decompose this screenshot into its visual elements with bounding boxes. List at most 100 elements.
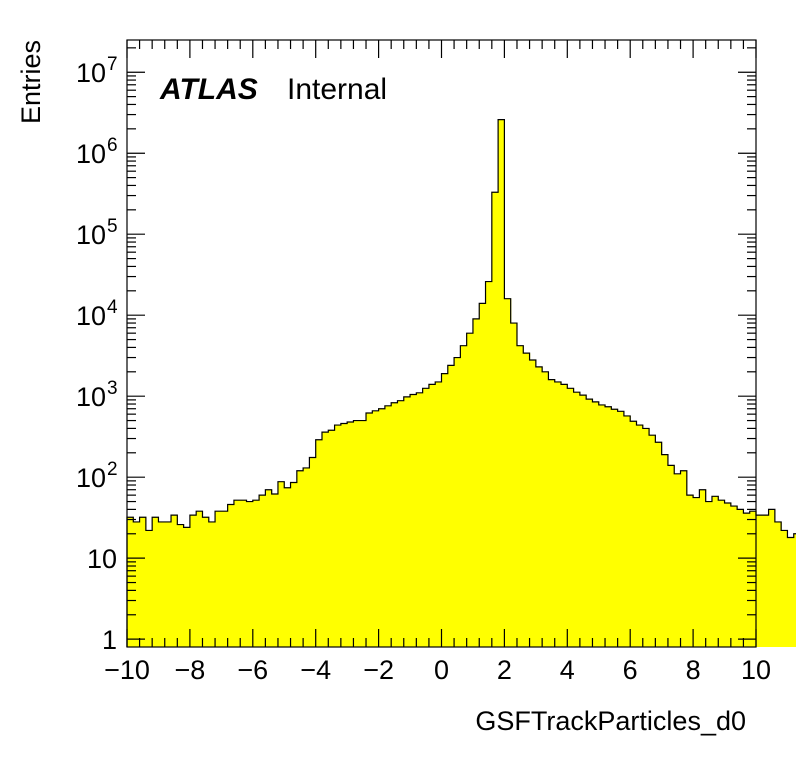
y-tick-exponent: 6 [107, 135, 118, 156]
histogram-bin [674, 473, 682, 647]
histogram-bin [265, 489, 273, 647]
histogram-bin [233, 500, 241, 647]
histogram-bin [303, 467, 311, 647]
axis-ticks [126, 40, 757, 647]
y-tick-exponent: 5 [107, 216, 118, 237]
histogram-bin [724, 502, 732, 647]
histogram-bin [485, 281, 493, 647]
x-tick-label: 6 [623, 655, 638, 685]
histogram-bin [686, 495, 694, 647]
histogram-bin [208, 521, 216, 647]
histogram-bin [466, 333, 474, 647]
histogram-bin [586, 399, 594, 647]
histogram-bin [699, 489, 707, 647]
y-tick-label: 1 [102, 625, 117, 655]
histogram-bin [667, 465, 675, 647]
histogram-bin [454, 357, 461, 647]
histogram-bin [246, 501, 254, 647]
y-tick-label: 10 [76, 301, 106, 331]
histogram-bin [139, 517, 147, 647]
histogram-bin [504, 298, 512, 647]
histogram-bin [661, 454, 669, 647]
x-tick-label: −8 [175, 655, 206, 685]
histogram-bin [133, 521, 141, 647]
histogram-bin [636, 425, 644, 647]
histogram-bin [284, 487, 292, 647]
histogram-bin [372, 410, 380, 647]
histogram-bin [479, 303, 487, 647]
x-tick-label: −10 [104, 655, 150, 685]
histogram-bin [793, 533, 796, 647]
histogram-bin [510, 323, 518, 647]
histogram-bin [787, 537, 795, 647]
histogram-bin [718, 500, 726, 647]
histogram-bin [774, 521, 782, 647]
histogram-bin [579, 395, 587, 647]
histogram-bin [554, 381, 562, 647]
x-tick-label: 0 [434, 655, 449, 685]
histogram-bin [353, 420, 361, 647]
y-tick-label: 10 [76, 139, 106, 169]
histogram-bin [145, 530, 153, 647]
histogram-bin [680, 470, 688, 647]
histogram-bars [126, 119, 796, 647]
histogram-bin [321, 432, 329, 647]
histogram-bin [743, 513, 751, 647]
y-tick-exponent: 7 [107, 54, 118, 75]
histogram-bin [366, 412, 373, 647]
atlas-label: ATLAS [159, 73, 258, 106]
y-tick-label: 10 [76, 220, 106, 250]
histogram-bin [649, 435, 656, 647]
histogram-bin [309, 457, 317, 647]
histogram-bin [561, 384, 568, 647]
histogram-bin [623, 415, 631, 647]
histogram-bin [196, 511, 204, 647]
histogram-bin [573, 392, 581, 647]
histogram-bin [334, 425, 342, 647]
x-tick-labels: −10 −8 −6 −4 −2 0 2 4 6 8 10 [104, 655, 771, 685]
y-tick-label: 10 [76, 463, 106, 493]
histogram-bin [378, 408, 386, 647]
histogram-bin [491, 192, 499, 647]
histogram-bin [290, 482, 298, 647]
histogram-bin [403, 396, 411, 647]
y-tick-label: 10 [76, 382, 106, 412]
histogram-bin [428, 384, 436, 647]
histogram-bin [535, 366, 543, 647]
histogram-bin [642, 428, 650, 647]
histogram-bin [422, 388, 430, 647]
histogram-bin [221, 511, 229, 647]
histogram-bin [567, 388, 575, 647]
y-axis-label: Entries [16, 40, 46, 124]
histogram-bin [630, 421, 638, 647]
x-tick-label: −6 [237, 655, 268, 685]
histogram-bin [347, 422, 355, 647]
histogram-bin [655, 442, 663, 647]
histogram-bin [523, 353, 531, 647]
histogram-bin [768, 509, 776, 647]
histogram-bin [328, 430, 336, 647]
histogram-bin [252, 500, 260, 647]
histogram-bin [171, 515, 178, 647]
histogram-bin [749, 511, 757, 647]
histogram-bin [617, 411, 625, 647]
x-tick-label: 4 [560, 655, 575, 685]
histogram-bin [271, 493, 279, 647]
histogram-bin [384, 405, 392, 647]
histogram-bin [762, 515, 770, 647]
histogram-bin [240, 500, 248, 647]
histogram-bin [730, 506, 738, 647]
histogram-bin [359, 420, 367, 647]
histogram-bin [605, 406, 612, 647]
histogram-bin [259, 495, 266, 647]
histogram-bin [592, 401, 600, 647]
y-tick-exponent: 2 [107, 459, 118, 480]
histogram-bin [756, 515, 763, 647]
histogram-bin [711, 496, 719, 647]
histogram-bin [340, 423, 348, 647]
histogram-bin [611, 409, 619, 647]
histogram-bin [416, 392, 424, 647]
histogram-bin [410, 394, 417, 647]
